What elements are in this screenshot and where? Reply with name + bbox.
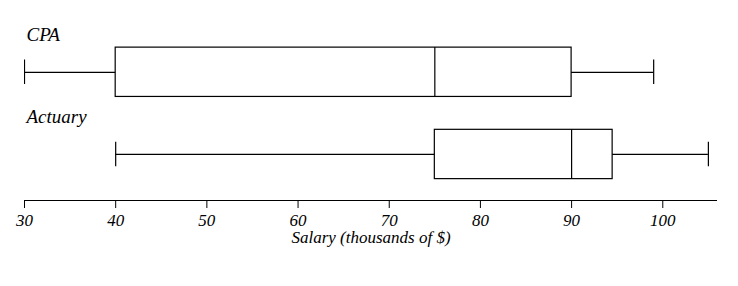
svg-text:80: 80 [472,211,490,230]
svg-text:60: 60 [289,210,307,230]
svg-text:Actuary: Actuary [25,106,88,127]
svg-text:70: 70 [380,210,398,230]
svg-text:50: 50 [198,211,216,230]
svg-text:Salary (thousands of $): Salary (thousands of $) [291,228,450,247]
svg-text:CPA: CPA [27,24,61,45]
svg-text:40: 40 [107,211,125,230]
svg-text:30: 30 [15,211,34,230]
svg-text:90: 90 [563,211,581,230]
svg-text:100: 100 [650,211,676,230]
